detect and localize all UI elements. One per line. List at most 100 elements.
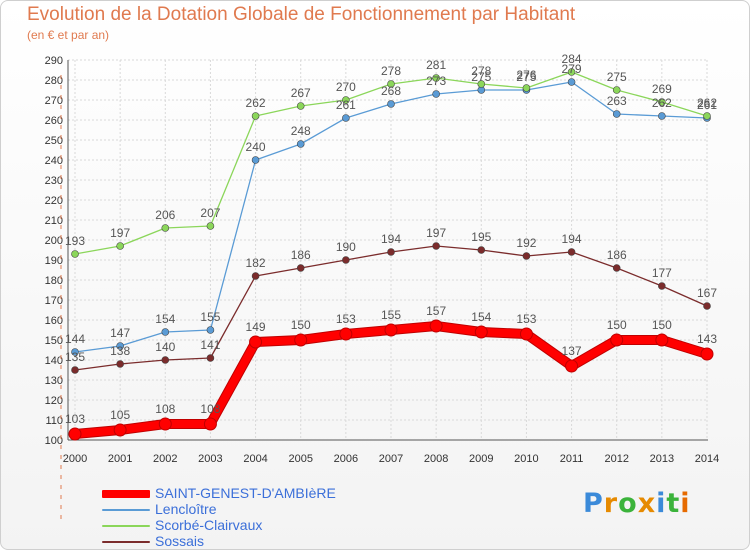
data-label: 281 xyxy=(426,58,446,72)
series-point xyxy=(113,423,127,437)
data-label: 155 xyxy=(381,308,401,322)
data-label: 153 xyxy=(516,312,536,326)
series-layer xyxy=(68,68,714,441)
data-label: 147 xyxy=(110,326,130,340)
data-label: 157 xyxy=(426,304,446,318)
series-point xyxy=(658,112,666,120)
series-point xyxy=(387,80,395,88)
x-tick-label: 2001 xyxy=(108,453,132,465)
legend-label: Sossais xyxy=(155,533,205,549)
data-label: 194 xyxy=(381,232,401,246)
y-tick-label: 270 xyxy=(45,95,63,107)
data-label: 240 xyxy=(246,140,266,154)
series-point xyxy=(387,100,395,108)
y-tick-label: 220 xyxy=(45,195,63,207)
series-point xyxy=(249,335,263,349)
series-point xyxy=(71,348,79,356)
series-point xyxy=(700,347,714,361)
data-label: 140 xyxy=(155,340,175,354)
x-tick-label: 2012 xyxy=(604,453,628,465)
series-point xyxy=(296,264,305,272)
y-tick-label: 230 xyxy=(45,175,63,187)
series-point xyxy=(567,78,576,86)
series-point xyxy=(387,248,395,256)
x-tick-label: 2008 xyxy=(424,453,448,465)
x-tick-label: 2009 xyxy=(469,453,493,465)
y-tick-label: 210 xyxy=(45,215,63,227)
axes: 100 110 120 130 140 150 160 170 180 190 200 210 220 2… xyxy=(45,55,719,519)
data-label: 103 xyxy=(65,412,85,426)
data-label: 143 xyxy=(697,332,717,346)
x-tick-label: 2014 xyxy=(695,453,719,465)
series-point xyxy=(432,74,440,82)
y-tick-label: 290 xyxy=(45,55,63,67)
proxiti-logo: Proxiti xyxy=(583,488,691,519)
x-tick-label: 2004 xyxy=(243,453,267,465)
x-tick-label: 2005 xyxy=(288,453,312,465)
series-point xyxy=(342,96,350,104)
chart-subtitle: (en € et par an) xyxy=(27,28,110,42)
series-point xyxy=(384,323,398,337)
legend-swatch xyxy=(102,541,150,543)
series-point xyxy=(116,360,124,368)
x-tick-label: 2003 xyxy=(198,453,222,465)
logo-letter: x xyxy=(637,488,657,519)
data-label: 206 xyxy=(155,208,175,222)
series-point xyxy=(71,250,79,258)
series-point xyxy=(251,272,260,280)
legend-swatch xyxy=(102,525,150,527)
data-label: 263 xyxy=(607,94,627,108)
series-point xyxy=(477,80,486,88)
data-label: 275 xyxy=(516,70,536,84)
logo-letter: r xyxy=(603,488,619,519)
series-point xyxy=(116,242,124,250)
logo-letter: P xyxy=(583,488,604,519)
series-point xyxy=(203,417,217,431)
data-label: 138 xyxy=(110,344,130,358)
y-tick-label: 110 xyxy=(45,415,63,427)
series-point xyxy=(342,114,350,122)
logo-letter: i xyxy=(656,488,667,519)
legend-swatch xyxy=(102,509,150,511)
y-tick-label: 150 xyxy=(45,335,63,347)
series-point xyxy=(565,359,579,373)
series-point xyxy=(432,90,440,98)
x-tick-label: 2013 xyxy=(650,453,674,465)
data-label: 144 xyxy=(65,332,85,346)
series-point xyxy=(658,282,666,290)
y-tick-label: 160 xyxy=(45,315,63,327)
data-label: 284 xyxy=(562,52,582,66)
data-label: 186 xyxy=(291,248,311,262)
data-label: 150 xyxy=(652,318,672,332)
series-point xyxy=(522,84,531,92)
series-point xyxy=(116,342,124,350)
series-point xyxy=(342,256,350,264)
data-label: 135 xyxy=(65,350,85,364)
data-label: 261 xyxy=(336,98,356,112)
x-tick-label: 2007 xyxy=(379,453,403,465)
data-labels: 144 147 154 155 240 248 261 268 273 275 275 279 263 2… xyxy=(65,52,717,426)
data-label: 275 xyxy=(471,70,491,84)
series-point xyxy=(567,68,576,76)
data-label: 268 xyxy=(381,84,401,98)
series-point xyxy=(522,252,531,260)
series-point xyxy=(294,333,308,347)
series-point xyxy=(477,246,486,254)
series-point xyxy=(251,156,260,164)
y-tick-label: 250 xyxy=(45,135,63,147)
series-point xyxy=(161,328,170,336)
series-point xyxy=(474,325,488,339)
series-point xyxy=(612,264,621,272)
series-point xyxy=(206,222,215,230)
y-tick-label: 190 xyxy=(45,255,63,267)
data-label: 186 xyxy=(607,248,627,262)
x-tick-label: 2011 xyxy=(560,453,584,465)
data-label: 195 xyxy=(471,230,491,244)
series-point xyxy=(567,248,576,256)
data-label: 248 xyxy=(291,124,311,138)
data-label: 149 xyxy=(246,320,266,334)
grid-lines xyxy=(68,59,708,441)
data-label: 278 xyxy=(471,64,491,78)
series-point xyxy=(161,224,170,232)
